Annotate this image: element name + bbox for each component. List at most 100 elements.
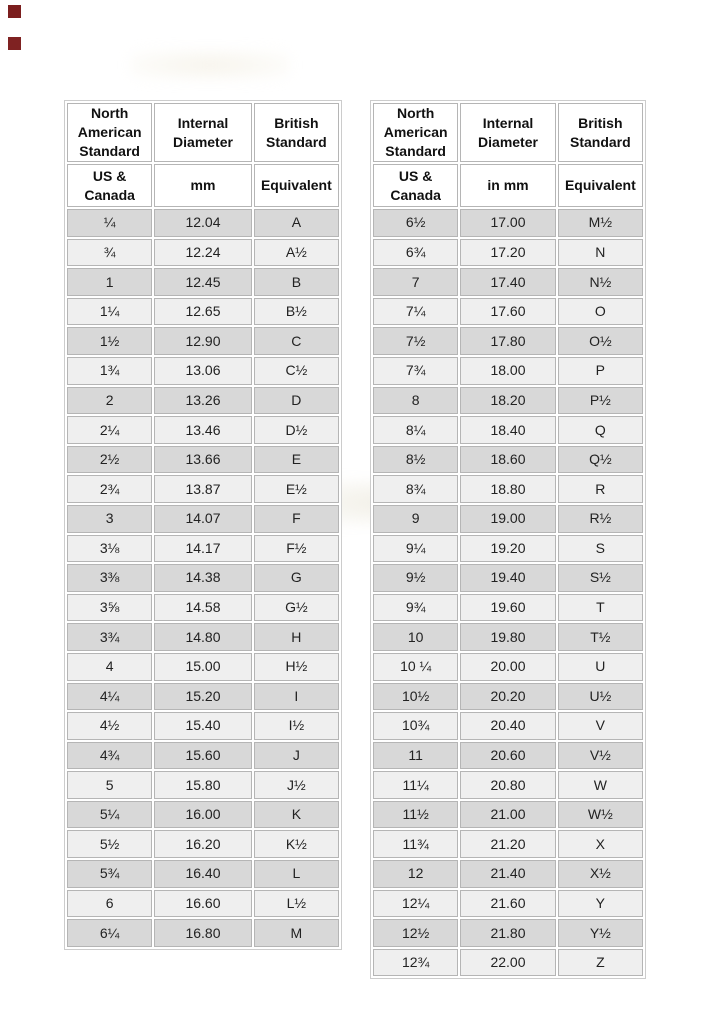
cell-us-canada-size: 3⅜ <box>67 564 153 592</box>
cell-us-canada-size: 12½ <box>373 919 459 947</box>
table-row: 12½ 21.80 Y½ <box>373 919 643 947</box>
cell-us-canada-size: 8¾ <box>373 475 459 503</box>
header-british-standard: British Standard <box>253 103 339 162</box>
cell-us-canada-size: 11½ <box>373 800 459 829</box>
cell-internal-diameter-mm: 15.80 <box>154 771 252 799</box>
cell-internal-diameter-mm: 21.80 <box>460 919 556 947</box>
cell-internal-diameter-mm: 14.80 <box>154 623 252 651</box>
cell-internal-diameter-mm: 19.80 <box>460 623 556 651</box>
cell-internal-diameter-mm: 19.40 <box>460 564 556 592</box>
cell-internal-diameter-mm: 16.40 <box>154 860 252 888</box>
cell-internal-diameter-mm: 19.20 <box>460 534 556 563</box>
cell-british-equivalent: T <box>557 593 643 622</box>
subheader-in-mm: in mm <box>460 164 556 207</box>
cell-internal-diameter-mm: 19.60 <box>460 593 556 622</box>
corner-square-bottom <box>8 37 21 50</box>
table-row: 8¼ 18.40 Q <box>373 416 643 444</box>
cell-internal-diameter-mm: 18.00 <box>460 356 556 385</box>
cell-us-canada-size: 5¾ <box>67 860 153 888</box>
cell-us-canada-size: 4 <box>67 652 153 681</box>
subheader-us-canada: US & Canada <box>373 164 459 207</box>
cell-british-equivalent: C½ <box>253 356 339 385</box>
cell-us-canada-size: 6 <box>67 889 153 918</box>
table-row: ¼ 12.04 A <box>67 209 339 237</box>
cell-british-equivalent: N <box>557 238 643 267</box>
cell-us-canada-size: 5¼ <box>67 800 153 829</box>
cell-british-equivalent: C <box>253 327 339 355</box>
cell-us-canada-size: 5½ <box>67 830 153 859</box>
cell-us-canada-size: 10½ <box>373 682 459 711</box>
cell-british-equivalent: E½ <box>253 475 339 503</box>
cell-internal-diameter-mm: 16.60 <box>154 889 252 918</box>
cell-us-canada-size: 12¼ <box>373 889 459 918</box>
cell-internal-diameter-mm: 12.90 <box>154 327 252 355</box>
table-row: 11¾ 21.20 X <box>373 830 643 859</box>
ring-size-table-right: North American Standard Internal Diamete… <box>370 100 646 980</box>
cell-us-canada-size: 4¼ <box>67 682 153 711</box>
cell-british-equivalent: U <box>557 652 643 681</box>
cell-us-canada-size: 11¼ <box>373 771 459 799</box>
table-row: 7 17.40 N½ <box>373 268 643 296</box>
cell-british-equivalent: K <box>253 800 339 829</box>
table-row: 3⅜ 14.38 G <box>67 564 339 592</box>
cell-us-canada-size: 6½ <box>373 209 459 237</box>
table-row: 4¾ 15.60 J <box>67 741 339 770</box>
table-row: 6 16.60 L½ <box>67 889 339 918</box>
cell-us-canada-size: 9 <box>373 504 459 533</box>
cell-internal-diameter-mm: 13.66 <box>154 445 252 474</box>
cell-british-equivalent: I <box>253 682 339 711</box>
cell-british-equivalent: I½ <box>253 712 339 740</box>
table-header: North American Standard Internal Diamete… <box>373 103 643 207</box>
cell-british-equivalent: J <box>253 741 339 770</box>
table-row: 8½ 18.60 Q½ <box>373 445 643 474</box>
cell-british-equivalent: V½ <box>557 741 643 770</box>
cell-us-canada-size: 4½ <box>67 712 153 740</box>
cell-british-equivalent: Y <box>557 889 643 918</box>
cell-british-equivalent: O <box>557 297 643 326</box>
cell-us-canada-size: 2 <box>67 386 153 415</box>
cell-internal-diameter-mm: 14.07 <box>154 504 252 533</box>
cell-british-equivalent: G <box>253 564 339 592</box>
cell-british-equivalent: P <box>557 356 643 385</box>
table-row: 11½ 21.00 W½ <box>373 800 643 829</box>
cell-us-canada-size: 9¾ <box>373 593 459 622</box>
cell-us-canada-size: 10 <box>373 623 459 651</box>
cell-internal-diameter-mm: 18.40 <box>460 416 556 444</box>
cell-us-canada-size: 2½ <box>67 445 153 474</box>
cell-us-canada-size: 1 <box>67 268 153 296</box>
cell-us-canada-size: 11¾ <box>373 830 459 859</box>
cell-internal-diameter-mm: 16.20 <box>154 830 252 859</box>
table-header: North American Standard Internal Diamete… <box>67 103 339 207</box>
table-row: 7¾ 18.00 P <box>373 356 643 385</box>
cell-british-equivalent: Z <box>557 948 643 977</box>
table-row: 9½ 19.40 S½ <box>373 564 643 592</box>
cell-internal-diameter-mm: 20.20 <box>460 682 556 711</box>
table-row: 8¾ 18.80 R <box>373 475 643 503</box>
table-row: 2 13.26 D <box>67 386 339 415</box>
cell-us-canada-size: ¼ <box>67 209 153 237</box>
cell-british-equivalent: P½ <box>557 386 643 415</box>
cell-internal-diameter-mm: 15.40 <box>154 712 252 740</box>
subheader-row: US & Canada in mm Equivalent <box>373 164 643 207</box>
header-british-standard: British Standard <box>557 103 643 162</box>
cell-british-equivalent: G½ <box>253 593 339 622</box>
cell-british-equivalent: D <box>253 386 339 415</box>
cell-british-equivalent: F½ <box>253 534 339 563</box>
cell-british-equivalent: A½ <box>253 238 339 267</box>
cell-british-equivalent: W½ <box>557 800 643 829</box>
cell-british-equivalent: J½ <box>253 771 339 799</box>
cell-internal-diameter-mm: 13.46 <box>154 416 252 444</box>
cell-british-equivalent: L½ <box>253 889 339 918</box>
cell-us-canada-size: 8¼ <box>373 416 459 444</box>
header-row: North American Standard Internal Diamete… <box>67 103 339 162</box>
table-row: 6¾ 17.20 N <box>373 238 643 267</box>
cell-internal-diameter-mm: 21.00 <box>460 800 556 829</box>
cell-us-canada-size: 7½ <box>373 327 459 355</box>
corner-square-top <box>8 5 21 18</box>
cell-us-canada-size: 8½ <box>373 445 459 474</box>
cell-us-canada-size: 11 <box>373 741 459 770</box>
cell-british-equivalent: N½ <box>557 268 643 296</box>
table-row: 9 19.00 R½ <box>373 504 643 533</box>
cell-british-equivalent: Q <box>557 416 643 444</box>
cell-internal-diameter-mm: 20.80 <box>460 771 556 799</box>
